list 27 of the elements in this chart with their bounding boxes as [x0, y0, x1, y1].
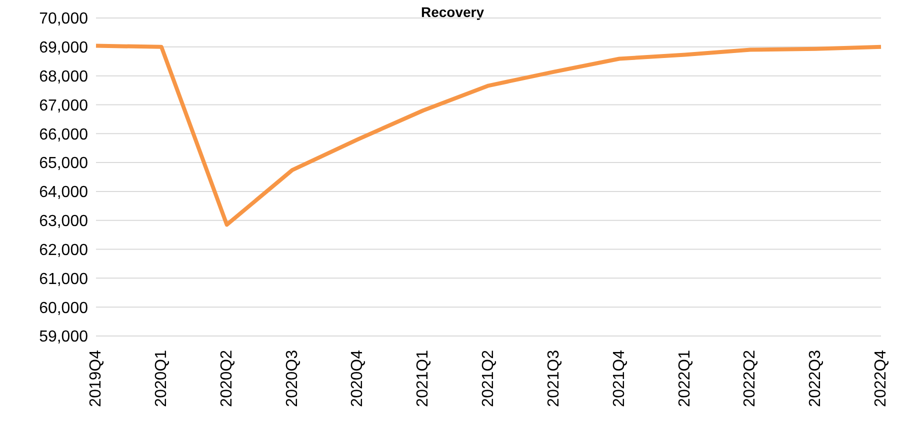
- y-tick-label: 62,000: [39, 242, 88, 259]
- x-tick-label: 2020Q2: [218, 350, 236, 407]
- y-tick-label: 60,000: [39, 300, 88, 317]
- x-tick-label: 2021Q2: [480, 350, 497, 407]
- y-tick-label: 65,000: [39, 155, 88, 172]
- x-tick-label: 2022Q3: [807, 350, 824, 407]
- x-tick-label: 2019Q4: [88, 350, 104, 407]
- x-tick-label: 2022Q4: [872, 350, 890, 407]
- y-tick-label: 70,000: [39, 10, 88, 28]
- y-tick-label: 67,000: [39, 97, 88, 114]
- x-tick-label: 2020Q1: [152, 350, 170, 407]
- x-tick-label: 2021Q4: [610, 350, 628, 407]
- x-tick-label: 2021Q3: [545, 350, 562, 407]
- y-tick-label: 61,000: [39, 270, 88, 288]
- x-tick-label: 2022Q2: [742, 350, 759, 407]
- x-tick-label: 2021Q1: [414, 350, 432, 407]
- x-tick-label: 2022Q1: [676, 350, 694, 407]
- x-tick-label: 2020Q3: [284, 350, 301, 407]
- x-tick-label: 2020Q4: [349, 350, 366, 407]
- y-tick-label: 69,000: [39, 40, 88, 57]
- y-tick-label: 64,000: [39, 184, 88, 202]
- chart-title: Recovery: [420, 4, 484, 20]
- y-tick-label: 66,000: [39, 126, 88, 144]
- y-tick-label: 63,000: [39, 213, 88, 230]
- y-tick-label: 59,000: [39, 328, 88, 346]
- line-series: [94, 44, 883, 227]
- y-tick-label: 68,000: [39, 68, 88, 86]
